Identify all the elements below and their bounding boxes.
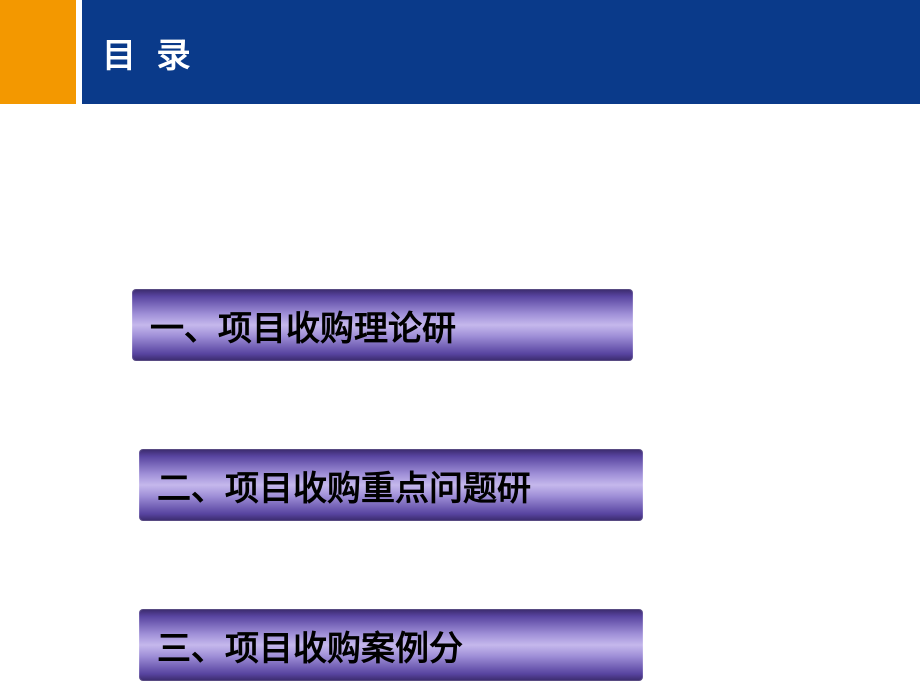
toc-item-3-label: 三、项目收购案例分 [157, 621, 463, 670]
toc-item-3: 三、项目收购案例分 [139, 609, 643, 681]
slide-title: 目 录 [102, 28, 197, 77]
slide-header: 目 录 [0, 0, 920, 104]
toc-item-1: 一、项目收购理论研 [132, 289, 633, 361]
toc-item-2: 二、项目收购重点问题研 [139, 449, 643, 521]
orange-accent-block [0, 0, 76, 104]
toc-item-2-label: 二、项目收购重点问题研 [157, 461, 531, 510]
title-banner: 目 录 [82, 0, 920, 104]
toc-item-1-label: 一、项目收购理论研 [150, 301, 456, 350]
